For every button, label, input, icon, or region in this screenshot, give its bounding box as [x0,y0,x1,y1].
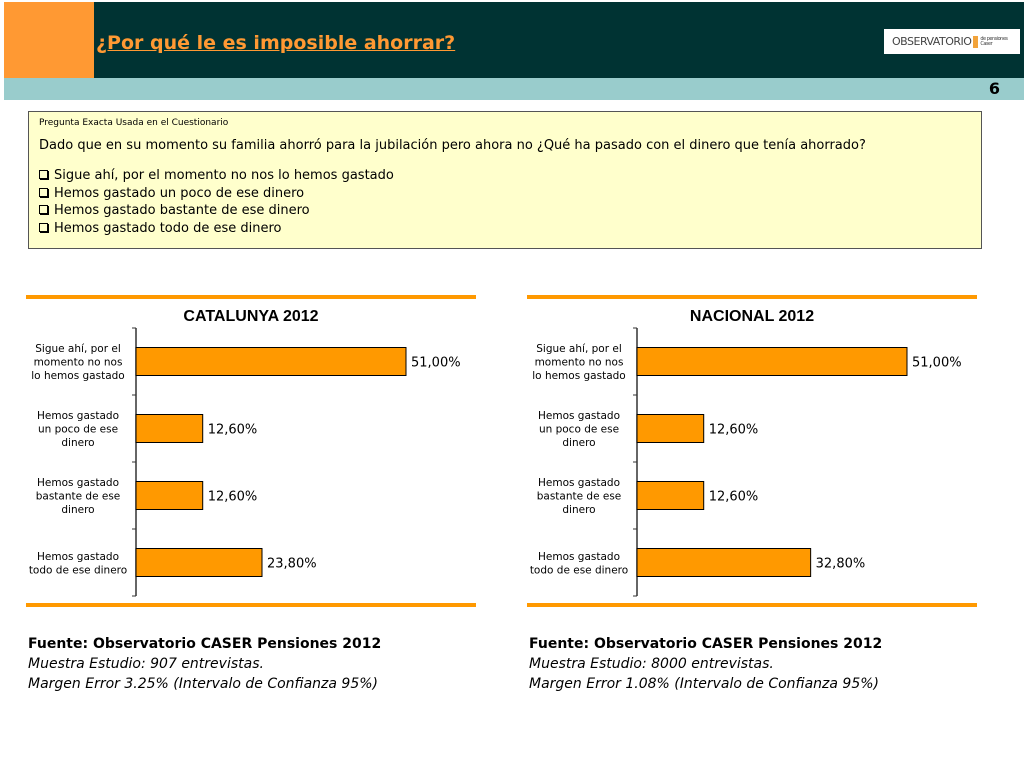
category-label: Hemos gastado [37,477,119,489]
header-bar [4,2,1024,78]
bar [636,548,812,577]
category-label: Hemos gastado [37,551,119,563]
source-text: Fuente: Observatorio CASER Pensiones 201… [529,636,883,652]
option-label: Hemos gastado todo de ese dinero [54,220,282,236]
page-title: ¿Por qué le es imposible ahorrar? [96,32,456,54]
sample-text: Muestra Estudio: 907 entrevistas. [28,656,264,672]
category-label: Hemos gastado [538,477,620,489]
option-item: Sigue ahí, por el momento no nos lo hemo… [39,167,971,185]
category-label: lo hemos gastado [532,370,625,382]
logo-subtext: de pensiones Caser [980,35,1008,47]
margin-text: Margen Error 1.08% (Intervalo de Confian… [529,676,879,692]
data-label: 12,60% [709,490,759,505]
category-label: un poco de ese [539,424,619,436]
question-box: Pregunta Exacta Usada en el Cuestionario… [28,111,982,249]
top-rule [527,295,977,299]
bar [135,414,204,443]
nacional-chart: NACIONAL 2012 51,00% Sigue ahí, por el mom… [527,295,977,611]
category-label: bastante de ese [537,491,622,503]
category-label: bastante de ese [36,491,121,503]
category-label: dinero [61,504,94,516]
data-label: 51,00% [411,356,461,371]
bar [135,347,407,376]
question-text: Dado que en su momento su familia ahorró… [39,138,866,153]
checkbox-icon [39,222,48,232]
subheader-band [4,78,1024,100]
checkbox-icon [39,187,48,197]
header-accent-block [4,2,94,78]
data-label: 12,60% [709,423,759,438]
chart-plot: 51,00% Sigue ahí, por el momento no noslo … [530,327,962,597]
checkbox-icon [39,205,48,214]
page-number: 6 [988,79,1000,98]
option-item: Hemos gastado bastante de ese dinero [39,202,971,220]
chart-title: CATALUNYA 2012 [183,308,319,325]
chart-title: NACIONAL 2012 [689,308,815,325]
category-label: lo hemos gastado [31,370,124,382]
logo-text: OBSERVATORIO [892,35,972,48]
data-label: 23,80% [267,557,317,572]
checkbox-icon [39,170,48,179]
category-label: Sigue ahí, por el [35,343,121,355]
category-label: Hemos gastado [37,410,119,422]
footer-nacional: Fuente: Observatorio CASER Pensiones 201… [529,634,882,694]
category-label: todo de ese dinero [530,564,628,576]
option-label: Hemos gastado un poco de ese dinero [54,185,305,201]
sample-text: Muestra Estudio: 8000 entrevistas. [529,656,774,672]
source-text: Fuente: Observatorio CASER Pensiones 201… [28,636,382,652]
option-item: Hemos gastado un poco de ese dinero [39,185,971,203]
question-label: Pregunta Exacta Usada en el Cuestionario [39,118,229,128]
category-label: un poco de ese [38,424,118,436]
category-label: momento no nos [535,357,624,369]
bar [636,481,705,510]
data-label: 32,80% [816,557,866,572]
category-label: todo de ese dinero [29,564,127,576]
observatorio-logo: OBSERVATORIO de pensiones Caser [884,29,1020,54]
margin-text: Margen Error 3.25% (Intervalo de Confian… [28,676,378,692]
category-label: dinero [562,504,595,516]
bottom-rule [26,603,476,607]
option-label: Sigue ahí, por el momento no nos lo hemo… [54,168,394,183]
bar [135,481,204,510]
data-label: 12,60% [208,423,258,438]
category-label: Hemos gastado [538,410,620,422]
option-label: Hemos gastado bastante de ese dinero [54,203,310,218]
category-label: dinero [562,437,595,449]
data-label: 12,60% [208,490,258,505]
footer-catalunya: Fuente: Observatorio CASER Pensiones 201… [28,634,381,694]
bar [636,414,705,443]
option-item: Hemos gastado todo de ese dinero [39,220,971,238]
category-label: Sigue ahí, por el [536,343,622,355]
chart-plot: 51,00% Sigue ahí, por el momento no noslo … [29,327,461,597]
catalunya-chart: CATALUNYA 2012 51,00% Sigue ahí, por el mo… [26,295,476,611]
top-rule [26,295,476,299]
category-label: momento no nos [34,357,123,369]
data-label: 51,00% [912,356,962,371]
bottom-rule [527,603,977,607]
bar [636,347,908,376]
bar [135,548,263,577]
category-label: dinero [61,437,94,449]
category-label: Hemos gastado [538,551,620,563]
